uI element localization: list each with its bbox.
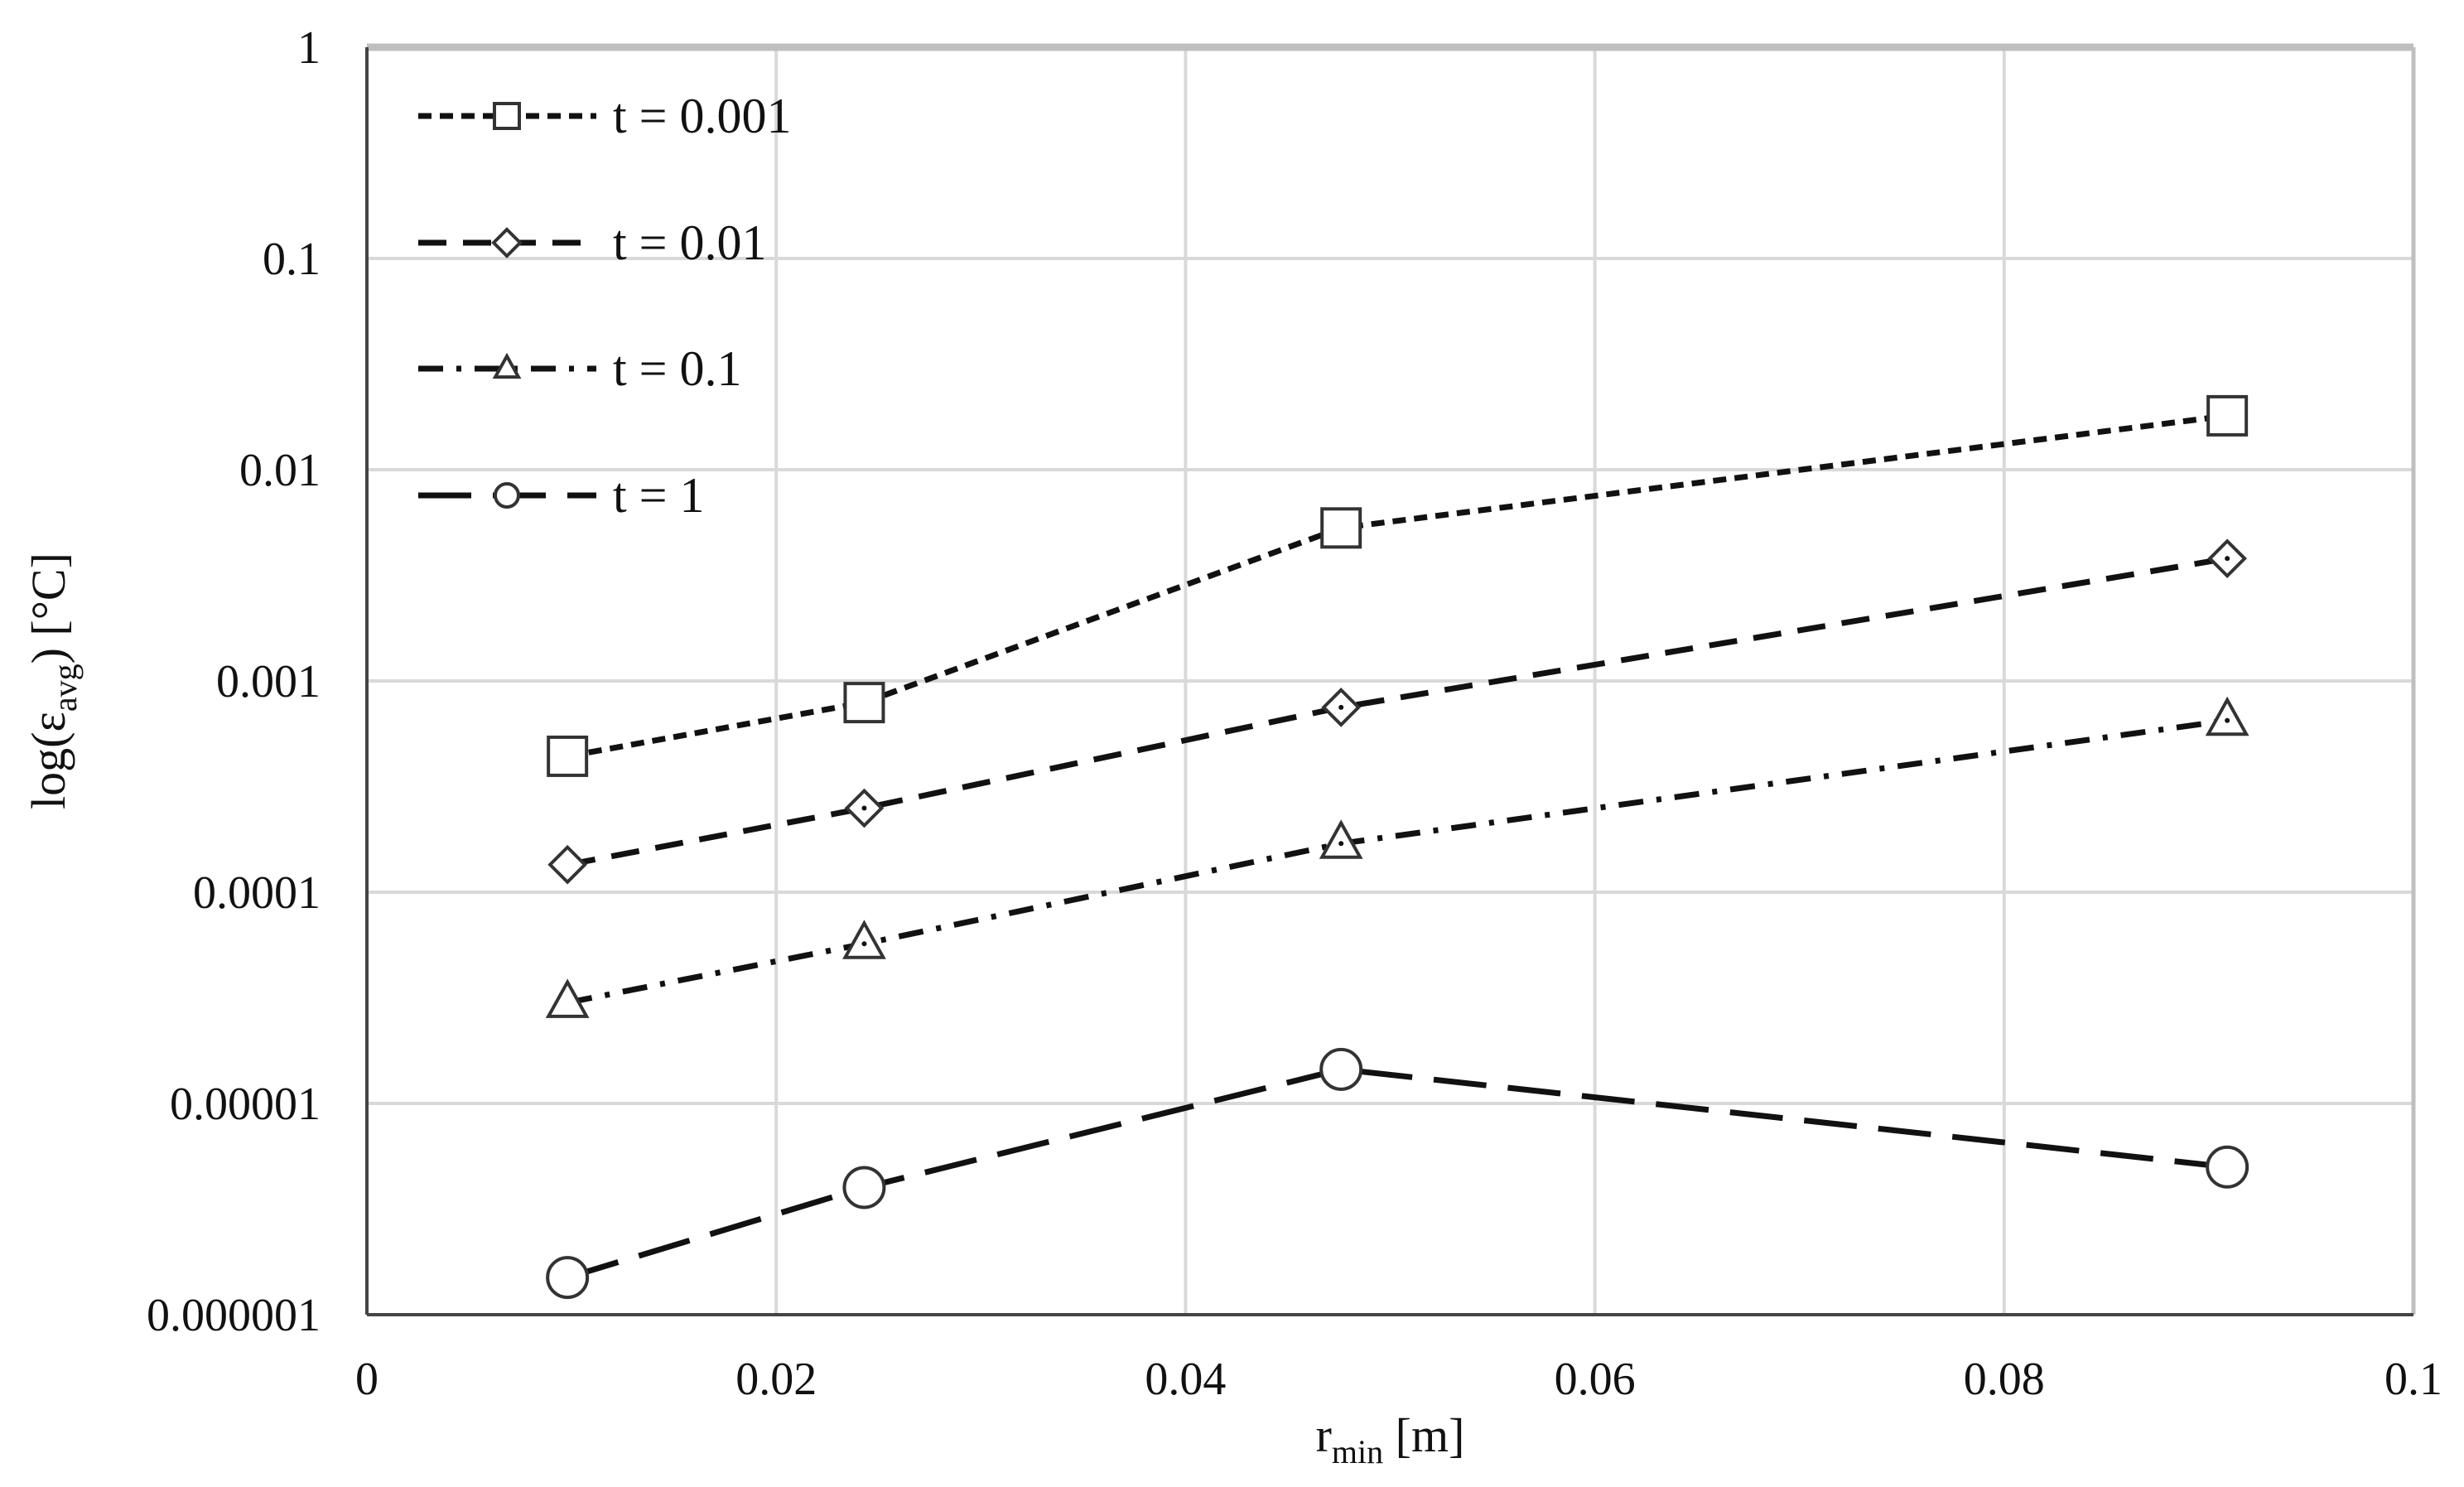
marker-circle — [494, 482, 520, 509]
marker-triangle — [1319, 819, 1363, 859]
legend-entry: t = 1 — [418, 468, 705, 523]
marker-circle — [842, 1166, 886, 1209]
data-point — [1321, 688, 1362, 727]
series-line — [567, 1066, 2228, 1281]
y-tick-label: 0.0001 — [193, 867, 321, 919]
legend-entry: t = 0.001 — [418, 89, 792, 143]
y-axis-title: log(εavg) [°C] — [22, 553, 84, 809]
data-point — [547, 735, 589, 777]
series-diamond — [547, 538, 2247, 885]
legend-label: t = 1 — [613, 468, 705, 523]
marker-square — [2206, 394, 2249, 437]
legend-marker-circle-icon — [494, 482, 520, 509]
data-point — [2206, 394, 2249, 437]
data-point — [843, 682, 885, 724]
legend-label: t = 0.001 — [613, 89, 792, 143]
data-point — [547, 844, 587, 885]
x-tick-label: 0.02 — [735, 1354, 817, 1405]
axis-labels: 0.000001 0.00001 0.0001 0.001 0.01 0.1 1 0 0.02 0… — [22, 22, 2442, 1470]
x-tick-label: 0.08 — [1964, 1354, 2045, 1405]
legend-marker-diamond-icon — [491, 227, 523, 258]
legend-entry: t = 0.1 — [418, 341, 742, 396]
y-axis-title-prefix: log(ε — [22, 712, 75, 809]
y-tick-label: 0.001 — [216, 656, 321, 707]
axes — [365, 43, 2416, 1316]
marker-center-dot — [2225, 556, 2230, 562]
legend: t = 0.001 t = 0.01 t = 0.1 t = 1 — [418, 89, 792, 523]
marker-circle — [1319, 1047, 1363, 1091]
legend-entry: t = 0.01 — [418, 215, 767, 270]
data-point — [1319, 1047, 1363, 1091]
marker-square — [1320, 507, 1362, 549]
data-point — [1320, 507, 1362, 549]
y-tick-label: 0.1 — [263, 234, 321, 285]
x-axis-title-main: r — [1316, 1408, 1332, 1462]
marker-square — [843, 682, 885, 724]
series-square — [547, 394, 2249, 777]
data-series — [545, 394, 2249, 1300]
marker-center-dot — [861, 805, 867, 811]
x-tick-label: 0 — [355, 1354, 379, 1405]
y-tick-label: 0.00001 — [170, 1079, 321, 1130]
marker-center-dot — [2225, 717, 2230, 723]
marker-center-dot — [1338, 704, 1344, 710]
data-point — [546, 1256, 590, 1300]
x-tick-label: 0.04 — [1145, 1354, 1226, 1405]
marker-diamond — [491, 227, 523, 258]
y-tick-label: 0.01 — [239, 445, 321, 496]
x-axis-title: rmin [m] — [1316, 1408, 1465, 1470]
marker-circle — [2206, 1145, 2249, 1189]
series-line — [567, 555, 2228, 868]
legend-label: t = 0.01 — [613, 215, 767, 270]
data-point — [2206, 1145, 2249, 1189]
legend-marker-triangle-icon — [492, 352, 522, 379]
marker-center-dot — [1338, 841, 1344, 847]
x-axis-title-sub: min — [1332, 1433, 1383, 1470]
data-point — [545, 978, 590, 1018]
x-tick-label: 0.1 — [2384, 1354, 2442, 1405]
data-point — [2207, 538, 2247, 578]
marker-triangle — [492, 352, 522, 379]
series-line — [567, 413, 2228, 760]
data-point — [842, 1166, 886, 1209]
data-point — [844, 788, 885, 828]
series-triangle — [545, 696, 2249, 1018]
marker-triangle — [545, 978, 590, 1018]
y-tick-label: 1 — [297, 22, 321, 74]
data-point — [842, 920, 886, 959]
marker-center-dot — [861, 941, 867, 947]
x-tick-label: 0.06 — [1555, 1354, 1636, 1405]
marker-square — [493, 102, 521, 130]
legend-label: t = 0.1 — [613, 341, 742, 396]
y-axis-title-suffix: ) [°C] — [22, 553, 75, 664]
y-axis-title-sub: avg — [46, 664, 84, 712]
x-axis-title-unit: [m] — [1383, 1408, 1464, 1462]
data-point — [2205, 696, 2249, 736]
marker-triangle — [2205, 696, 2249, 736]
marker-diamond — [547, 844, 587, 885]
grid-lines — [367, 47, 2413, 1315]
marker-square — [547, 735, 589, 777]
series-circle — [546, 1047, 2249, 1300]
marker-circle — [546, 1256, 590, 1300]
y-tick-label: 0.000001 — [147, 1290, 321, 1341]
legend-marker-square-icon — [493, 102, 521, 130]
marker-triangle — [842, 920, 886, 959]
data-point — [1319, 819, 1363, 859]
series-line — [567, 717, 2228, 1006]
